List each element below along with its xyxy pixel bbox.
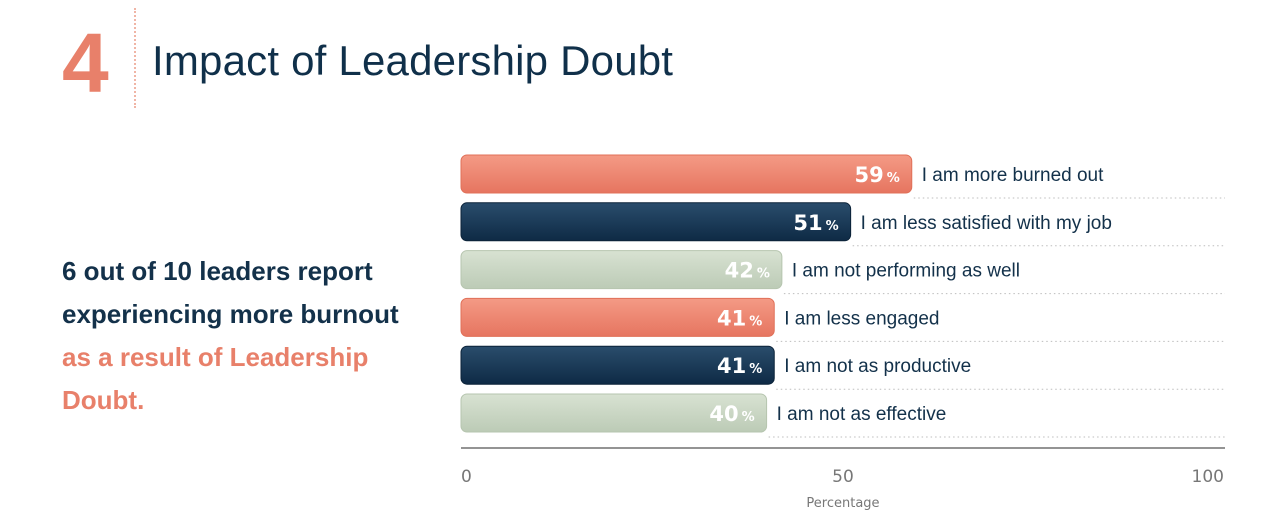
bar: [460, 393, 768, 433]
bar-value-label: 41%: [717, 306, 762, 330]
bar: [460, 297, 775, 337]
x-tick-label: 50: [832, 467, 854, 487]
headline-accent-text: as a result of Leadership Doubt.: [62, 342, 369, 415]
bar-value-label: 41%: [717, 354, 762, 378]
bar-row: 42% I am not performing as well: [460, 250, 1225, 295]
category-label: I am not as productive: [784, 356, 971, 377]
section-number: 4: [62, 16, 109, 110]
x-tick-label: 100: [1192, 467, 1224, 487]
bar-row: 41% I am less engaged: [460, 297, 1225, 342]
category-label: I am not performing as well: [792, 261, 1020, 282]
x-axis-title: Percentage: [806, 496, 879, 511]
x-tick-label: 0: [461, 467, 472, 487]
x-tick-labels: 0 50 100: [461, 467, 1224, 487]
bar-row: 51% I am less satisfied with my job: [460, 202, 1225, 247]
category-label: I am less satisfied with my job: [861, 213, 1112, 234]
category-label: I am not as effective: [777, 404, 947, 425]
page-title: Impact of Leadership Doubt: [152, 37, 674, 84]
headline-main-text: 6 out of 10 leaders report experiencing …: [62, 256, 399, 329]
bar-row: 40% I am not as effective: [460, 393, 1225, 438]
category-label: I am more burned out: [922, 165, 1104, 186]
bar: [460, 345, 775, 385]
chart-rows: 59% I am more burned out 51% I am less sati…: [460, 154, 1225, 438]
bar-value-label: 42%: [725, 259, 770, 283]
bar-value-label: 51%: [793, 211, 838, 235]
category-label: I am less engaged: [784, 308, 939, 329]
bar-row: 41% I am not as productive: [460, 345, 1225, 390]
bar: [460, 202, 852, 242]
bar: [460, 154, 913, 194]
bar-value-label: 40%: [709, 402, 754, 426]
header-divider: [134, 8, 136, 108]
bar-value-label: 59%: [854, 163, 899, 187]
headline: 6 out of 10 leaders report experiencing …: [62, 250, 422, 422]
bar: [460, 250, 783, 290]
bar-row: 59% I am more burned out: [460, 154, 1225, 199]
